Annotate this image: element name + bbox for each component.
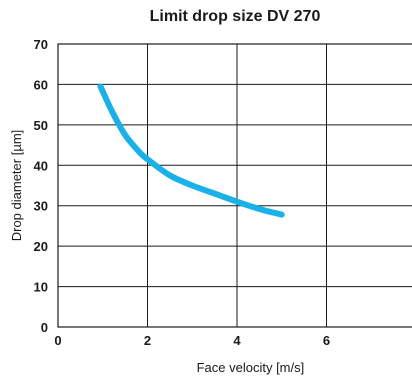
chart-title: Limit drop size DV 270 (150, 8, 321, 25)
y-tick-label: 20 (34, 239, 48, 254)
y-tick-label: 70 (34, 37, 48, 52)
y-tick-label: 10 (34, 280, 48, 295)
y-tick-label: 0 (41, 320, 48, 335)
x-tick-label: 4 (233, 333, 241, 348)
x-tick-label: 2 (144, 333, 151, 348)
y-tick-label: 50 (34, 118, 48, 133)
y-tick-label: 40 (34, 158, 48, 173)
grid-lines (58, 44, 412, 327)
y-tick-label: 30 (34, 199, 48, 214)
series-layer (97, 83, 285, 218)
x-axis-label: Face velocity [m/s] (197, 360, 305, 375)
x-tick-label: 6 (323, 333, 330, 348)
series-line (97, 83, 285, 218)
y-tick-label: 60 (34, 77, 48, 92)
plot-frame (57, 43, 412, 328)
y-axis-label: Drop diameter [µm] (9, 130, 24, 242)
x-tick-label: 0 (54, 333, 61, 348)
tick-labels: 02468010203040506070 (34, 37, 331, 348)
